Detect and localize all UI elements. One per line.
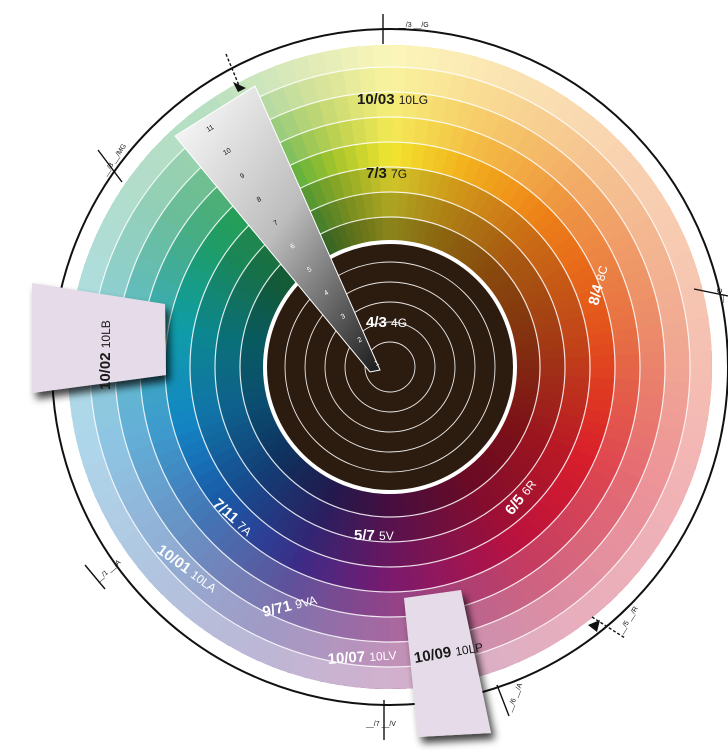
label-10-07: 10/07 10LV xyxy=(327,646,397,668)
ring-line xyxy=(239,216,541,518)
value-scale-number: 9 xyxy=(239,172,246,180)
tick-right xyxy=(693,288,728,297)
hue-wedge xyxy=(373,45,394,243)
arrow-head-top xyxy=(233,82,246,92)
ring-line xyxy=(214,191,566,543)
center-ring xyxy=(284,261,496,473)
value-scale-number: 6 xyxy=(290,243,297,251)
center-ring xyxy=(324,301,456,433)
hue-wedge xyxy=(386,491,407,690)
tick-bottom-left xyxy=(84,564,106,590)
label-10-03: 10/03 10LG xyxy=(357,91,428,108)
callout-bottom xyxy=(404,590,491,737)
value-scale-number: 8 xyxy=(256,196,263,204)
value-scale-number: 3 xyxy=(340,313,347,321)
value-scale-numbers: 11 10 9 8 7 6 5 4 3 2 1 xyxy=(206,124,381,368)
value-scale-number: 4 xyxy=(323,289,330,297)
value-scale-number: 1 xyxy=(374,360,381,368)
callout-bottom-label: 10/09 10LP xyxy=(413,638,485,667)
value-scale-number: 2 xyxy=(357,336,364,344)
value-scale-number: 5 xyxy=(306,266,313,274)
ring-line xyxy=(189,166,591,568)
value-scale-slice xyxy=(174,85,381,373)
label-7-3: 7/3 7G xyxy=(366,165,407,182)
center-ring xyxy=(304,281,476,453)
tint-band xyxy=(190,167,590,567)
tick-bottom-right-label: __/5 __/R xyxy=(617,606,640,636)
tick-bottom-left-label: __/1 __/A xyxy=(94,559,122,584)
arrow-head-bottom xyxy=(588,620,600,632)
value-scale-number: 10 xyxy=(222,147,232,157)
value-scale-number: 7 xyxy=(273,219,280,227)
tint-band xyxy=(215,192,565,542)
center-ring xyxy=(344,321,436,413)
value-scale-number: 11 xyxy=(206,124,216,134)
hue-wedge xyxy=(69,378,267,418)
tick-bottom-label: __/6 __/A xyxy=(506,682,524,714)
hue-wedge xyxy=(514,350,712,371)
tick-top-left xyxy=(97,149,123,183)
tick-bottom xyxy=(496,684,510,717)
center-inner-rings xyxy=(284,261,496,473)
tick-bottom-right xyxy=(591,616,626,639)
label-4-3: 4/3 4G xyxy=(366,314,407,331)
tick-right-label: __/C xyxy=(717,288,724,304)
label-9-71: 9/71 9VA xyxy=(261,591,319,621)
label-5-7: 5/7 5V xyxy=(354,527,394,544)
hue-wedge xyxy=(513,316,711,356)
hue-wedge xyxy=(339,46,379,244)
label-8-4: 8/4 8C xyxy=(585,263,611,307)
callout-left-label: 10/02 10LB xyxy=(97,320,114,390)
tick-top-label: __/3 __/G xyxy=(397,22,429,29)
tick-bottom-center-label: __/7 __/V xyxy=(365,721,396,728)
tint-band xyxy=(240,217,540,517)
callout-left xyxy=(32,283,166,393)
tick-top-arrow xyxy=(225,53,241,89)
center-ring xyxy=(364,341,416,393)
ring-labels: 10/03 10LG 7/3 7G 8/4 8C 4/3 4G 6/5 6R 5… xyxy=(154,91,611,668)
